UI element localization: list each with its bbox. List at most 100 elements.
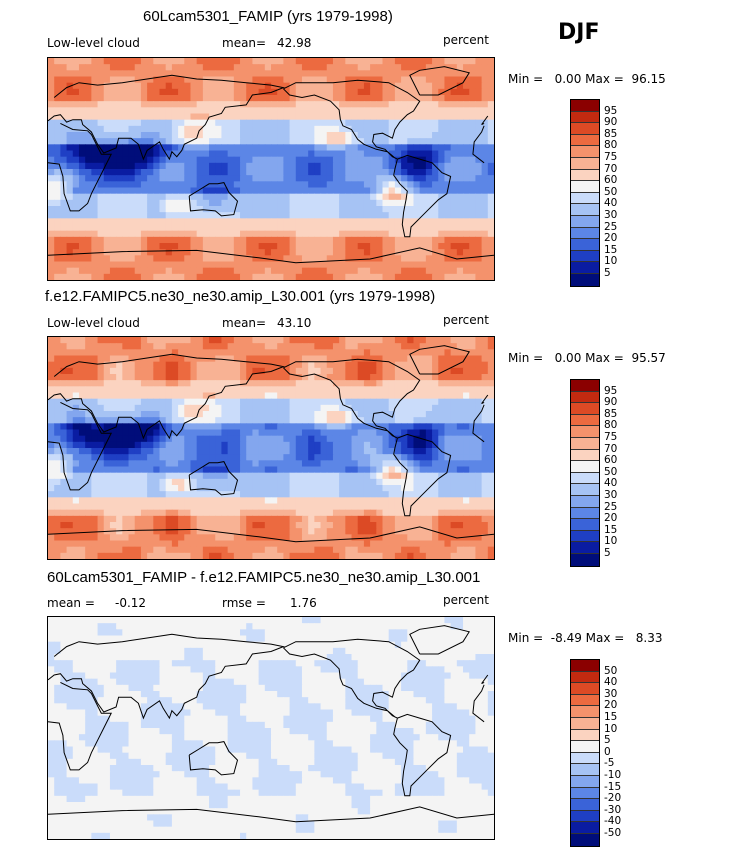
map-cell xyxy=(178,95,185,102)
map-cell xyxy=(91,429,99,437)
map-cell xyxy=(332,199,340,207)
map-cell xyxy=(159,187,167,195)
map-cell xyxy=(469,70,477,78)
map-cell xyxy=(326,76,334,84)
map-cell xyxy=(134,138,142,145)
map-cell xyxy=(252,374,260,381)
map-cell xyxy=(109,255,117,263)
map-cell xyxy=(116,125,123,133)
map-cell xyxy=(394,125,402,133)
map-cell xyxy=(209,429,216,437)
map-cell xyxy=(277,411,284,418)
map-cell xyxy=(128,132,136,139)
map-cell xyxy=(85,199,92,207)
map-cell xyxy=(54,454,61,461)
map-cell xyxy=(413,243,421,250)
map-cell xyxy=(227,361,235,369)
map-cell xyxy=(128,236,136,244)
map-cell xyxy=(487,261,494,269)
map-cell xyxy=(444,169,452,176)
map-cell xyxy=(178,243,185,250)
map-cell xyxy=(413,337,421,344)
map-cell xyxy=(153,374,161,381)
map-cell xyxy=(345,218,353,226)
map-cell xyxy=(301,181,309,189)
map-cell xyxy=(363,107,371,115)
map-cell xyxy=(413,466,421,474)
panel1-minmax: Min = 0.00 Max = 96.15 xyxy=(508,72,666,86)
map-cell xyxy=(301,175,309,182)
map-cell xyxy=(227,417,235,424)
map-cell xyxy=(456,380,464,387)
map-cell xyxy=(72,472,80,480)
map-cell xyxy=(339,337,346,344)
map-cell xyxy=(376,361,384,369)
map-cell xyxy=(66,187,74,195)
map-cell xyxy=(419,255,427,263)
map-cell xyxy=(147,497,154,505)
map-cell xyxy=(233,522,241,529)
map-cell xyxy=(456,181,464,189)
map-cell xyxy=(202,261,210,269)
map-cell xyxy=(165,380,173,387)
map-cell xyxy=(215,374,223,381)
map-cell xyxy=(283,485,291,492)
map-cell xyxy=(388,349,396,357)
map-cell xyxy=(78,386,86,394)
map-cell xyxy=(481,175,489,182)
map-cell xyxy=(91,125,99,133)
map-cell xyxy=(419,441,427,449)
map-cell xyxy=(171,386,179,394)
map-cell xyxy=(153,454,161,461)
map-cell xyxy=(246,175,254,182)
map-cell xyxy=(320,503,328,511)
map-cell xyxy=(339,454,346,461)
map-cell xyxy=(339,386,346,394)
map-cell xyxy=(308,193,315,201)
map-cell xyxy=(109,361,117,369)
map-cell xyxy=(413,417,421,424)
map-cell xyxy=(202,472,210,480)
map-cell xyxy=(171,255,179,263)
map-cell xyxy=(370,429,377,437)
map-cell xyxy=(221,386,229,394)
map-cell xyxy=(227,273,235,280)
map-cell xyxy=(469,175,477,182)
map-cell xyxy=(487,243,494,250)
map-cell xyxy=(140,337,148,344)
coastline xyxy=(409,66,470,96)
map-cell xyxy=(103,534,111,542)
map-cell xyxy=(54,113,61,121)
map-cell xyxy=(128,448,136,455)
map-cell xyxy=(116,441,123,449)
map-cell xyxy=(103,448,111,455)
map-cell xyxy=(240,193,247,201)
map-cell xyxy=(438,119,446,127)
map-cell xyxy=(332,491,340,498)
map-cell xyxy=(85,478,92,486)
map-cell xyxy=(97,76,105,84)
map-cell xyxy=(357,435,365,443)
map-cell xyxy=(413,119,421,127)
map-cell xyxy=(326,119,334,127)
map-cell xyxy=(456,230,464,238)
map-cell xyxy=(351,386,359,394)
map-cell xyxy=(240,485,247,492)
map-cell xyxy=(78,76,86,84)
map-cell xyxy=(450,466,458,474)
map-cell xyxy=(184,448,192,455)
map-cell xyxy=(463,181,470,189)
map-cell xyxy=(277,76,284,84)
map-cell xyxy=(209,478,216,486)
map-cell xyxy=(252,478,260,486)
map-cell xyxy=(48,243,55,250)
map-cell xyxy=(277,169,284,176)
map-cell xyxy=(209,472,216,480)
map-cell xyxy=(171,64,179,71)
map-cell xyxy=(332,454,340,461)
map-cell xyxy=(301,448,309,455)
map-cell xyxy=(295,509,303,517)
map-cell xyxy=(388,119,396,127)
map-cell xyxy=(122,138,130,145)
map-cell xyxy=(438,162,446,170)
